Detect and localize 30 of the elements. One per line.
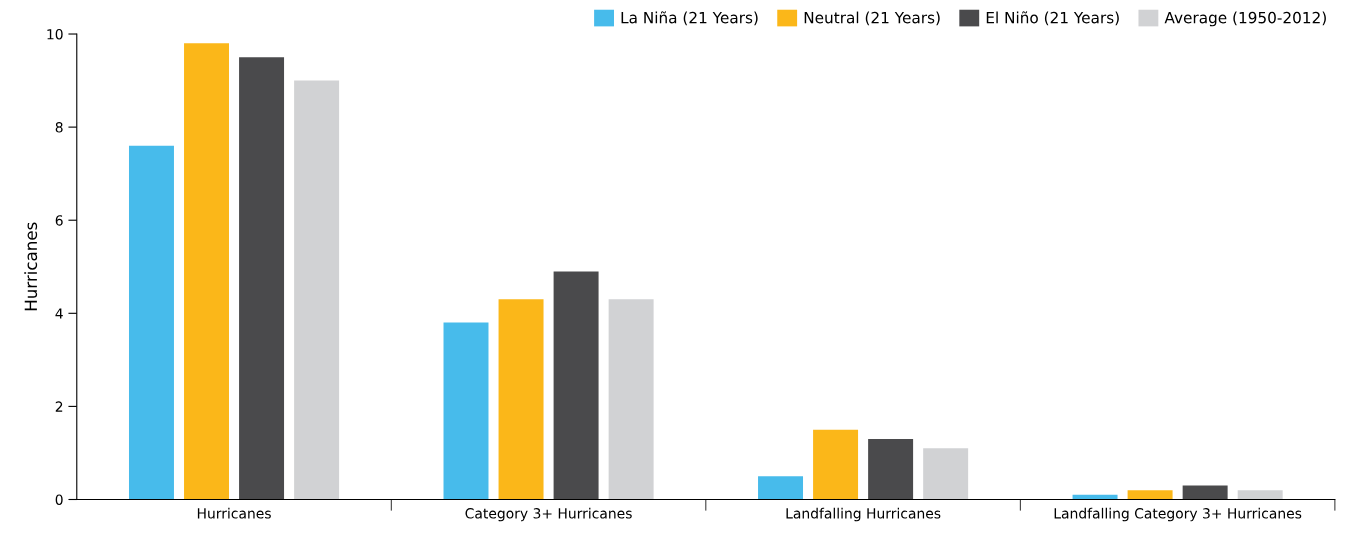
bar	[813, 429, 859, 500]
bar	[294, 80, 340, 500]
legend-label: Average (1950-2012)	[1164, 11, 1326, 27]
y-tick-label: 8	[55, 122, 63, 133]
legend-label: Neutral (21 Years)	[804, 11, 940, 26]
y-axis-title: Hurricanes	[24, 222, 38, 311]
legend-label: La Niña (21 Years)	[621, 11, 758, 26]
y-tick-label: 2	[55, 401, 63, 412]
bar	[184, 43, 230, 500]
y-tick-label: 10	[47, 28, 63, 40]
y-tick-label: 0	[55, 494, 63, 505]
bar	[553, 271, 599, 500]
y-tick-label: 6	[55, 215, 63, 226]
x-tick-label: Category 3+ Hurricanes	[465, 507, 632, 522]
bar	[608, 299, 654, 500]
y-tick-label: 4	[55, 308, 63, 319]
bar	[1237, 490, 1283, 500]
bar	[868, 438, 914, 500]
bar	[239, 57, 285, 500]
bar	[128, 145, 174, 500]
bar	[923, 448, 969, 500]
bar	[758, 476, 804, 500]
bar	[498, 299, 544, 500]
x-tick-label: Landfalling Hurricanes	[786, 507, 941, 522]
bar	[1182, 485, 1228, 500]
x-tick-label: Landfalling Category 3+ Hurricanes	[1054, 507, 1302, 522]
bar	[1127, 490, 1173, 500]
legend-label: El Niño (21 Years)	[986, 11, 1119, 26]
bar	[443, 322, 489, 500]
x-tick-label: Hurricanes	[197, 507, 271, 519]
